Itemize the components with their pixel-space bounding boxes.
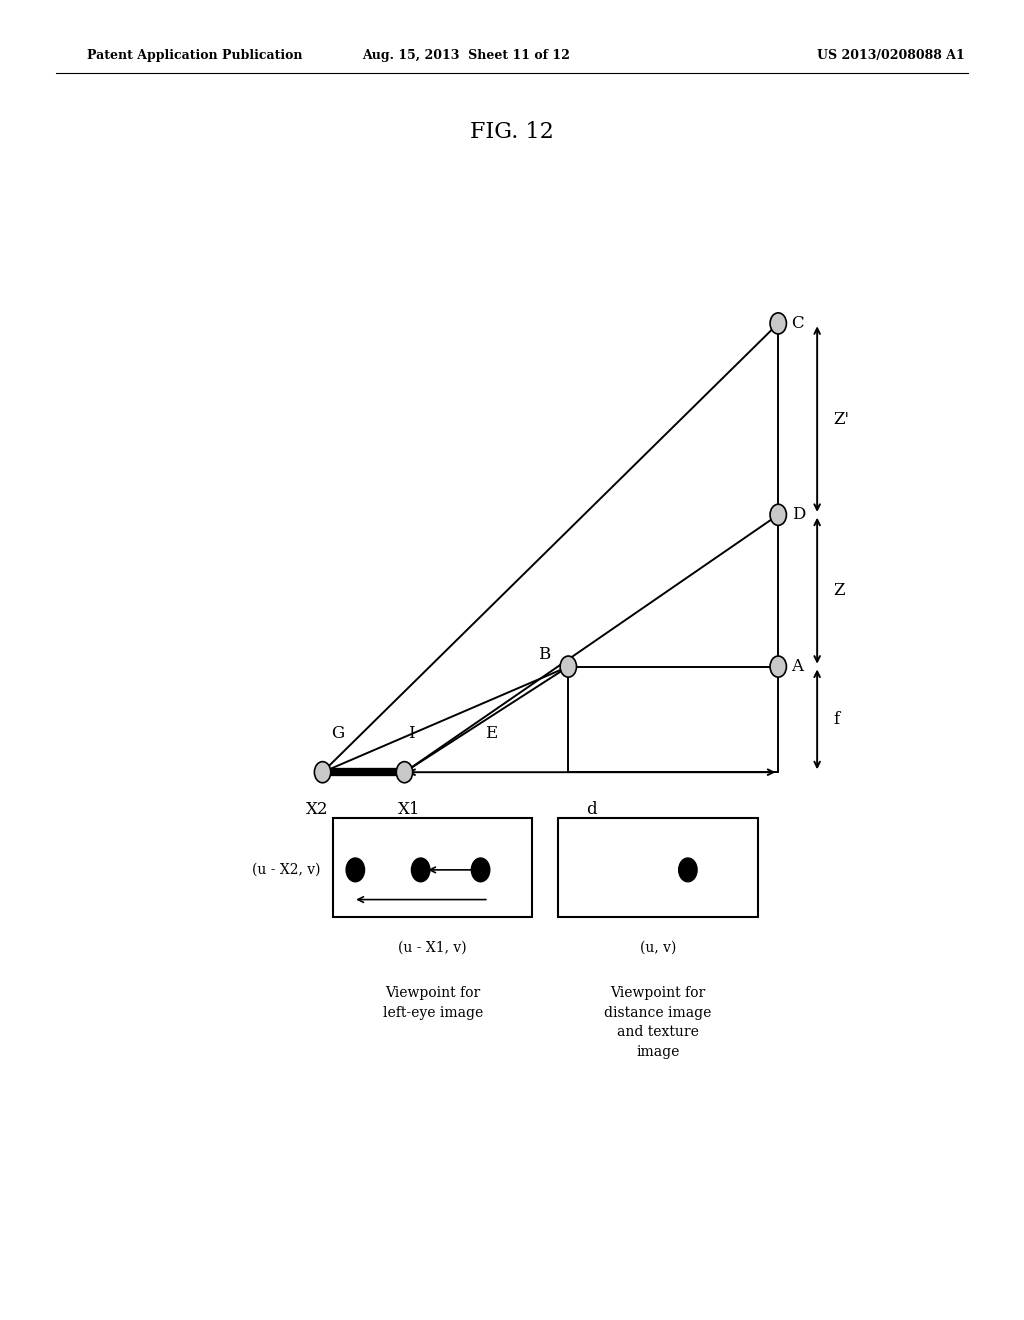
Circle shape xyxy=(560,656,577,677)
Circle shape xyxy=(770,313,786,334)
Circle shape xyxy=(471,858,489,882)
Text: f: f xyxy=(834,711,840,727)
Text: B: B xyxy=(538,645,550,663)
Bar xyxy=(558,818,758,917)
Text: d: d xyxy=(586,801,597,818)
Circle shape xyxy=(314,762,331,783)
Circle shape xyxy=(412,858,430,882)
Text: Patent Application Publication: Patent Application Publication xyxy=(87,49,302,62)
Text: (u - X1, v): (u - X1, v) xyxy=(398,941,467,956)
Bar xyxy=(333,818,532,917)
Text: X2: X2 xyxy=(306,801,329,818)
Text: Viewpoint for
distance image
and texture
image: Viewpoint for distance image and texture… xyxy=(604,986,712,1059)
Text: Viewpoint for
left-eye image: Viewpoint for left-eye image xyxy=(383,986,482,1019)
Text: Aug. 15, 2013  Sheet 11 of 12: Aug. 15, 2013 Sheet 11 of 12 xyxy=(361,49,570,62)
Text: (u - X2, v): (u - X2, v) xyxy=(252,863,321,876)
Text: US 2013/0208088 A1: US 2013/0208088 A1 xyxy=(817,49,965,62)
Text: G: G xyxy=(332,725,344,742)
Text: Z: Z xyxy=(834,582,845,599)
Text: I: I xyxy=(409,725,415,742)
Text: FIG. 12: FIG. 12 xyxy=(470,121,554,143)
Circle shape xyxy=(346,858,365,882)
Text: (u, v): (u, v) xyxy=(640,941,676,956)
Text: X1: X1 xyxy=(398,801,421,818)
Circle shape xyxy=(396,762,413,783)
Text: D: D xyxy=(792,507,805,523)
Text: Z': Z' xyxy=(834,411,850,428)
Text: E: E xyxy=(485,725,498,742)
Circle shape xyxy=(770,504,786,525)
Text: A: A xyxy=(792,659,804,675)
Circle shape xyxy=(770,656,786,677)
Circle shape xyxy=(679,858,697,882)
Text: C: C xyxy=(792,315,804,331)
